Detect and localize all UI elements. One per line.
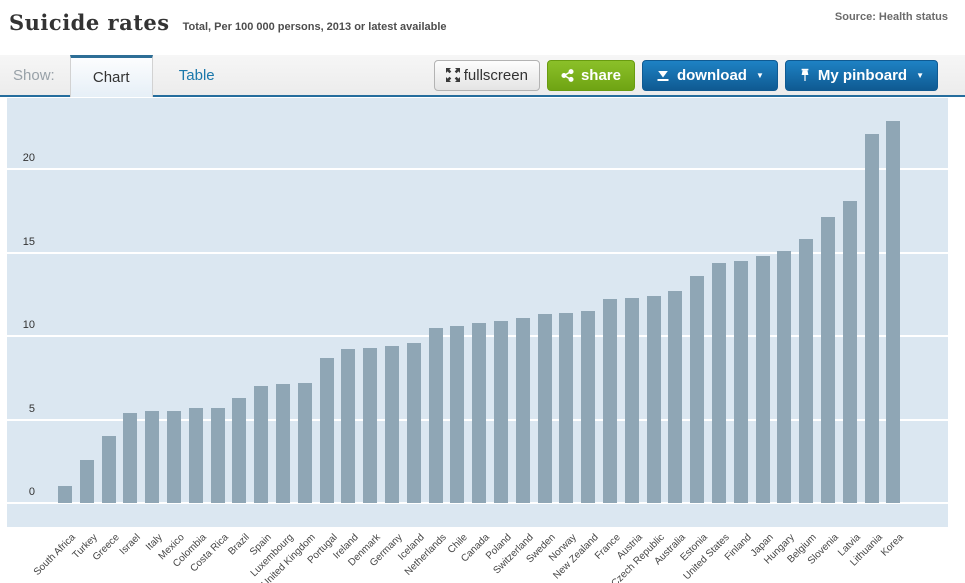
download-button[interactable]: download ▼: [641, 59, 778, 91]
bar-norway[interactable]: [559, 313, 574, 503]
bar-latvia[interactable]: [842, 201, 857, 503]
bar-slovenia[interactable]: [821, 217, 835, 503]
page-subtitle: Total, Per 100 000 persons, 2013 or late…: [182, 21, 447, 33]
bar-new-zealand[interactable]: [581, 311, 596, 503]
gridline: [7, 168, 948, 170]
y-axis-tick-label: 15: [22, 235, 35, 248]
bar-finland[interactable]: [733, 261, 748, 503]
page-title: Suicide rates: [9, 10, 170, 35]
bar-ireland[interactable]: [341, 349, 356, 503]
share-icon: [561, 68, 574, 82]
bar-chile[interactable]: [450, 326, 465, 503]
bar-mexico[interactable]: [167, 411, 181, 503]
bar-spain[interactable]: [254, 386, 269, 503]
pin-icon: [799, 68, 811, 82]
bar-denmark[interactable]: [363, 348, 378, 503]
bar-france[interactable]: [603, 299, 617, 503]
show-label: Show:: [13, 66, 55, 84]
x-axis-label: Brazil: [226, 532, 253, 558]
bar-germany[interactable]: [385, 346, 399, 503]
bar-portugal[interactable]: [319, 358, 334, 503]
y-axis-tick-label: 0: [28, 486, 35, 498]
bar-turkey[interactable]: [79, 460, 94, 503]
bar-costa-rica[interactable]: [210, 408, 225, 503]
bar-poland[interactable]: [494, 321, 508, 503]
fullscreen-icon: [445, 68, 460, 82]
share-button[interactable]: share: [546, 59, 635, 91]
x-axis-label: Korea: [879, 532, 907, 559]
y-axis-tick-label: 5: [28, 402, 35, 415]
plot-area: 0 5 10 15 20 South Africa Turkey Greece Israel It…: [7, 98, 948, 583]
bar-czech-republic[interactable]: [646, 296, 661, 503]
bar-chart: 0 5 10 15 20 South Africa Turkey Greece Israel It…: [0, 98, 965, 583]
download-button-label: download: [676, 66, 747, 84]
x-axis-label: South Africa: [31, 532, 78, 578]
bar-korea[interactable]: [886, 121, 901, 503]
bar-italy[interactable]: [145, 411, 160, 503]
bar-brazil[interactable]: [232, 398, 247, 503]
my-pinboard-caret-icon: ▼: [916, 70, 924, 80]
bar-australia[interactable]: [668, 291, 683, 503]
download-icon: [656, 69, 670, 82]
bar-canada[interactable]: [472, 323, 487, 503]
bar-colombia[interactable]: [188, 408, 203, 503]
my-pinboard-button-label: My pinboard: [817, 66, 908, 84]
gridline: [7, 502, 948, 504]
bar-united-kingdom[interactable]: [297, 383, 312, 503]
title-row: Suicide rates Total, Per 100 000 persons…: [0, 0, 965, 35]
bar-netherlands[interactable]: [428, 328, 443, 503]
bar-united-states[interactable]: [712, 263, 726, 503]
bar-sweden[interactable]: [537, 314, 552, 503]
gridline: [7, 251, 948, 254]
bar-greece[interactable]: [101, 436, 116, 503]
toolbar-spacer: [241, 55, 434, 95]
y-axis-tick-label: 20: [22, 152, 35, 164]
y-axis-tick-label: 10: [22, 319, 35, 331]
share-button-label: share: [580, 66, 621, 84]
source-label: Source: Health status: [834, 11, 948, 23]
tab-table-label: Table: [178, 66, 215, 84]
fullscreen-button-label: fullscreen: [463, 66, 528, 84]
my-pinboard-button[interactable]: My pinboard ▼: [784, 59, 938, 91]
toolbar: Show: Chart Table: [0, 55, 965, 97]
bar-lithuania[interactable]: [864, 134, 879, 503]
tab-chart[interactable]: Chart: [69, 55, 153, 97]
bar-switzerland[interactable]: [515, 318, 530, 503]
tab-chart-label: Chart: [92, 69, 130, 86]
x-axis-label: Israel: [118, 532, 144, 558]
fullscreen-button[interactable]: fullscreen: [433, 59, 540, 91]
toolbar-buttons: fullscreen share: [433, 55, 965, 95]
bar-estonia[interactable]: [690, 276, 705, 503]
download-caret-icon: ▼: [755, 70, 764, 80]
bar-luxembourg[interactable]: [276, 384, 290, 503]
bar-hungary[interactable]: [777, 251, 792, 503]
bar-belgium[interactable]: [799, 239, 814, 503]
tab-table[interactable]: Table: [153, 55, 241, 95]
bar-south-africa[interactable]: [58, 486, 72, 503]
bar-austria[interactable]: [624, 298, 639, 503]
bar-japan[interactable]: [755, 256, 770, 503]
bar-iceland[interactable]: [406, 343, 421, 503]
header: Suicide rates Total, Per 100 000 persons…: [0, 0, 965, 55]
bar-israel[interactable]: [123, 413, 138, 503]
